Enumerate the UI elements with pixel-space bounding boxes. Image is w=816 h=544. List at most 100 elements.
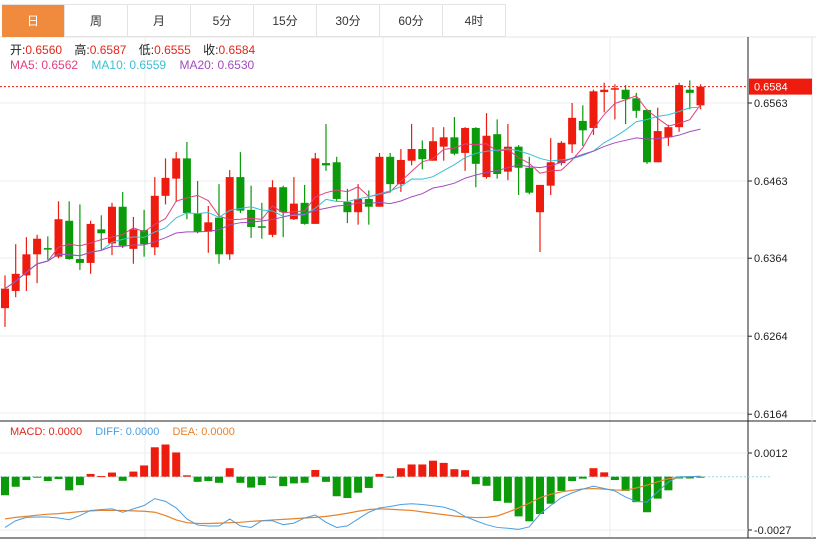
macd-bar — [386, 476, 395, 478]
macd-bar — [450, 469, 459, 477]
tab-day[interactable]: 日 — [2, 5, 65, 37]
macd-bar — [11, 476, 20, 487]
candle-up — [439, 137, 448, 147]
macd-bar — [182, 475, 191, 477]
candle-down — [632, 98, 641, 111]
candle-up — [429, 141, 437, 161]
candle-down — [643, 110, 651, 163]
candle-up — [536, 184, 544, 213]
candle-up — [108, 206, 116, 244]
diff-line — [4, 475, 701, 530]
macd-bar — [257, 476, 266, 486]
candle-down — [236, 177, 245, 211]
macd-bar — [503, 476, 512, 503]
macd-bar — [247, 476, 256, 488]
macd-bar — [108, 472, 116, 477]
macd-bar — [375, 473, 384, 477]
macd-bar — [493, 476, 502, 501]
macd-bar — [279, 476, 288, 487]
macd-bar — [643, 476, 651, 513]
close-label: 收: — [203, 43, 219, 57]
macd-bar — [268, 476, 277, 478]
macd-bar — [589, 468, 598, 477]
candle-down — [450, 137, 459, 154]
macd-bar — [632, 476, 641, 503]
candle-down — [182, 158, 191, 213]
candle-up — [161, 177, 170, 196]
tab-15min[interactable]: 15分 — [254, 5, 317, 37]
macd-bar — [172, 452, 181, 477]
close-value: 0.6584 — [218, 43, 256, 57]
macd-bar — [600, 472, 609, 477]
tab-5min[interactable]: 5分 — [191, 5, 254, 37]
candle-down — [65, 220, 74, 259]
macd-bar — [129, 471, 138, 477]
macd-bar — [514, 476, 523, 517]
tab-30min[interactable]: 30分 — [317, 5, 380, 37]
macd-bar — [546, 476, 555, 504]
macd-bar — [97, 476, 106, 478]
macd-bar — [161, 444, 170, 477]
price-tick-label: 0.6563 — [754, 98, 788, 110]
macd-bar — [22, 476, 31, 481]
candle-up — [204, 222, 213, 232]
macd-bar — [204, 476, 213, 482]
macd-bar — [685, 476, 694, 479]
current-price-label: 0.6584 — [754, 82, 788, 94]
candle-up — [11, 273, 20, 291]
candle-down — [493, 134, 502, 174]
macd-tick-label: -0.0027 — [754, 525, 791, 537]
macd-bar — [236, 476, 245, 483]
diff-label: DIFF: 0.0000 — [95, 426, 160, 438]
macd-bar — [193, 476, 202, 482]
tab-week[interactable]: 周 — [65, 5, 128, 37]
current-price-tag — [749, 78, 812, 95]
price-tick-label: 0.6463 — [754, 176, 788, 188]
ohlc-info: 开:0.6560 高:0.6587 低:0.6555 收:0.6584 — [10, 43, 264, 58]
candle-up — [129, 229, 138, 249]
macd-bar — [322, 476, 330, 482]
candle-down — [279, 187, 288, 213]
price-tick-label: 0.6264 — [754, 331, 788, 343]
candle-up — [664, 127, 673, 138]
candle-up — [354, 198, 363, 213]
macd-bar — [311, 469, 320, 477]
ma5-label: MA5: 0.6562 — [10, 58, 79, 72]
candle-up — [33, 238, 42, 255]
candle-up — [546, 162, 555, 186]
ma10-label: MA10: 0.6559 — [91, 58, 167, 72]
candle-up — [568, 117, 577, 145]
tab-60min[interactable]: 60分 — [380, 5, 443, 37]
macd-bar — [118, 476, 127, 481]
macd-bar — [364, 476, 373, 488]
macd-bar — [75, 476, 84, 486]
macd-bar — [429, 460, 437, 477]
high-value: 0.6587 — [89, 43, 127, 57]
macd-bar — [396, 468, 405, 477]
candle-down — [118, 206, 127, 246]
candle-down — [578, 120, 587, 131]
macd-bar — [215, 476, 223, 483]
candle-up — [396, 159, 405, 185]
macd-bar — [54, 476, 63, 480]
candle-down — [364, 198, 373, 207]
macd-bar — [557, 476, 566, 491]
macd-bar — [536, 476, 544, 515]
candle-up — [503, 146, 512, 172]
open-value: 0.6560 — [25, 43, 63, 57]
candle-up — [696, 86, 705, 106]
macd-bar — [33, 476, 42, 478]
candle-up — [653, 131, 662, 163]
candle-up — [407, 149, 416, 161]
tab-month[interactable]: 月 — [128, 5, 191, 37]
candle-up — [589, 91, 598, 128]
macd-bar — [525, 476, 534, 522]
tab-4hour[interactable]: 4时 — [443, 5, 506, 37]
low-value: 0.6555 — [154, 43, 191, 57]
candle-up — [461, 127, 470, 153]
ma20-label: MA20: 0.6530 — [179, 58, 255, 72]
candle-down — [685, 89, 694, 93]
candle-down — [525, 167, 534, 193]
candle-up — [150, 195, 159, 248]
